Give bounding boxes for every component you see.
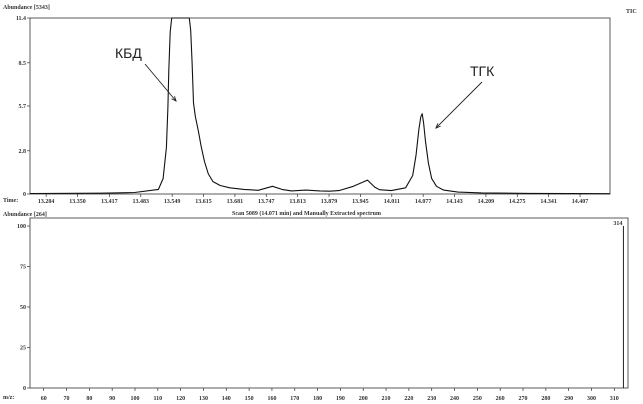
tic-x-tick-label: 14.077 bbox=[415, 199, 432, 205]
spectrum-ylabel: Abundance [264] bbox=[3, 212, 47, 218]
tic-x-tick-label: 13.747 bbox=[258, 199, 275, 205]
spectrum-xlabel: m/z: bbox=[3, 395, 14, 401]
spectrum-plot-frame bbox=[29, 217, 629, 389]
spectrum-x-tick-label: 240 bbox=[450, 396, 459, 402]
spectrum-x-tick-label: 150 bbox=[245, 396, 254, 402]
tic-y-axis: 11.4 8.5 5.7 2.8 0 bbox=[16, 16, 30, 198]
tic-x-tick-label: 14.407 bbox=[572, 199, 589, 205]
spectrum-x-tick-label: 190 bbox=[336, 396, 345, 402]
spectrum-x-tick-label: 70 bbox=[64, 396, 70, 402]
tic-xlabel: Time: bbox=[3, 198, 18, 204]
tic-x-tick-label: 13.813 bbox=[289, 199, 306, 205]
tic-x-tick-label: 14.209 bbox=[478, 199, 495, 205]
tic-x-tick-label: 13.284 bbox=[38, 199, 55, 205]
tic-series-line bbox=[29, 17, 611, 195]
spectrum-peaks: 314 bbox=[613, 221, 624, 388]
spectrum-x-tick-label: 80 bbox=[86, 396, 92, 402]
tic-corner-label: TIC bbox=[626, 9, 637, 15]
spectrum-x-tick-label: 230 bbox=[427, 396, 436, 402]
tic-peak-annotation-arrow bbox=[435, 81, 483, 129]
spectrum-x-tick-label: 280 bbox=[541, 396, 550, 402]
spectrum-x-tick-label: 110 bbox=[153, 396, 162, 402]
tic-y-tick-label: 5.7 bbox=[19, 104, 27, 110]
spectrum-x-tick-label: 250 bbox=[473, 396, 482, 402]
spectrum-x-tick-label: 220 bbox=[404, 396, 413, 402]
spectrum-x-tick-label: 200 bbox=[359, 396, 368, 402]
tic-peak-annotation-label: КБД bbox=[115, 45, 142, 61]
tic-x-tick-label: 13.879 bbox=[321, 199, 338, 205]
spectrum-x-tick-label: 300 bbox=[587, 396, 596, 402]
tic-x-tick-label: 13.615 bbox=[195, 199, 212, 205]
tic-x-tick-label: 13.483 bbox=[133, 199, 150, 205]
tic-x-tick-label: 14.341 bbox=[540, 199, 557, 205]
spectrum-y-tick-label: 100 bbox=[17, 224, 26, 230]
tic-x-tick-label: 13.945 bbox=[352, 199, 369, 205]
tic-x-tick-label: 13.549 bbox=[164, 199, 181, 205]
spectrum-peak-label: 314 bbox=[613, 221, 622, 227]
spectrum-y-axis: 100 75 50 25 0 bbox=[17, 224, 30, 392]
spectrum-x-tick-label: 130 bbox=[199, 396, 208, 402]
spectrum-x-tick-label: 210 bbox=[382, 396, 391, 402]
tic-x-tick-label: 13.681 bbox=[227, 199, 244, 205]
spectrum-x-tick-label: 180 bbox=[313, 396, 322, 402]
tic-x-tick-label: 13.350 bbox=[69, 199, 86, 205]
tic-peak-annotation-arrowhead bbox=[171, 96, 177, 102]
spectrum-x-tick-label: 260 bbox=[496, 396, 505, 402]
tic-y-tick-label: 2.8 bbox=[19, 149, 27, 155]
tic-x-tick-label: 14.011 bbox=[384, 199, 400, 205]
spectrum-x-tick-label: 170 bbox=[290, 396, 299, 402]
spectrum-y-tick-label: 75 bbox=[20, 265, 26, 271]
tic-annotations: КБД ТГК bbox=[115, 45, 495, 129]
tic-x-tick-label: 14.275 bbox=[509, 199, 526, 205]
tic-x-axis: 13.284 13.350 13.417 13.483 13.549 13.615 13.6… bbox=[38, 194, 588, 205]
spectrum-x-tick-label: 140 bbox=[222, 396, 231, 402]
spectrum-x-tick-label: 270 bbox=[519, 396, 528, 402]
tic-x-tick-label: 13.417 bbox=[101, 199, 118, 205]
spectrum-y-tick-label: 0 bbox=[23, 386, 26, 392]
tic-peak-annotation-arrowhead bbox=[435, 123, 441, 129]
tic-ylabel: Abundance [5343] bbox=[3, 5, 50, 11]
spectrum-x-axis: 60 70 80 90 100 110 120 130 140 150 160 170 180 190 20… bbox=[41, 388, 619, 402]
spectrum-y-tick-label: 50 bbox=[20, 305, 26, 311]
tic-y-tick-label: 0 bbox=[23, 192, 26, 198]
tic-peak-annotation-label: ТГК bbox=[470, 63, 495, 79]
spectrum-x-tick-label: 160 bbox=[267, 396, 276, 402]
tic-y-tick-label: 8.5 bbox=[19, 61, 27, 67]
spectrum-y-tick-label: 25 bbox=[20, 346, 26, 352]
tic-x-tick-label: 14.143 bbox=[446, 199, 463, 205]
spectrum-x-tick-label: 310 bbox=[610, 396, 619, 402]
spectrum-title: Scan 5089 (14.071 min) and Manually Extr… bbox=[232, 210, 381, 217]
tic-peak-annotation-arrow bbox=[144, 63, 177, 102]
spectrum-x-tick-label: 290 bbox=[564, 396, 573, 402]
spectrum-x-tick-label: 60 bbox=[41, 396, 47, 402]
spectrum-x-tick-label: 120 bbox=[176, 396, 185, 402]
spectrum-x-tick-label: 90 bbox=[109, 396, 115, 402]
tic-y-tick-label: 11.4 bbox=[16, 16, 26, 22]
spectrum-x-tick-label: 100 bbox=[130, 396, 139, 402]
